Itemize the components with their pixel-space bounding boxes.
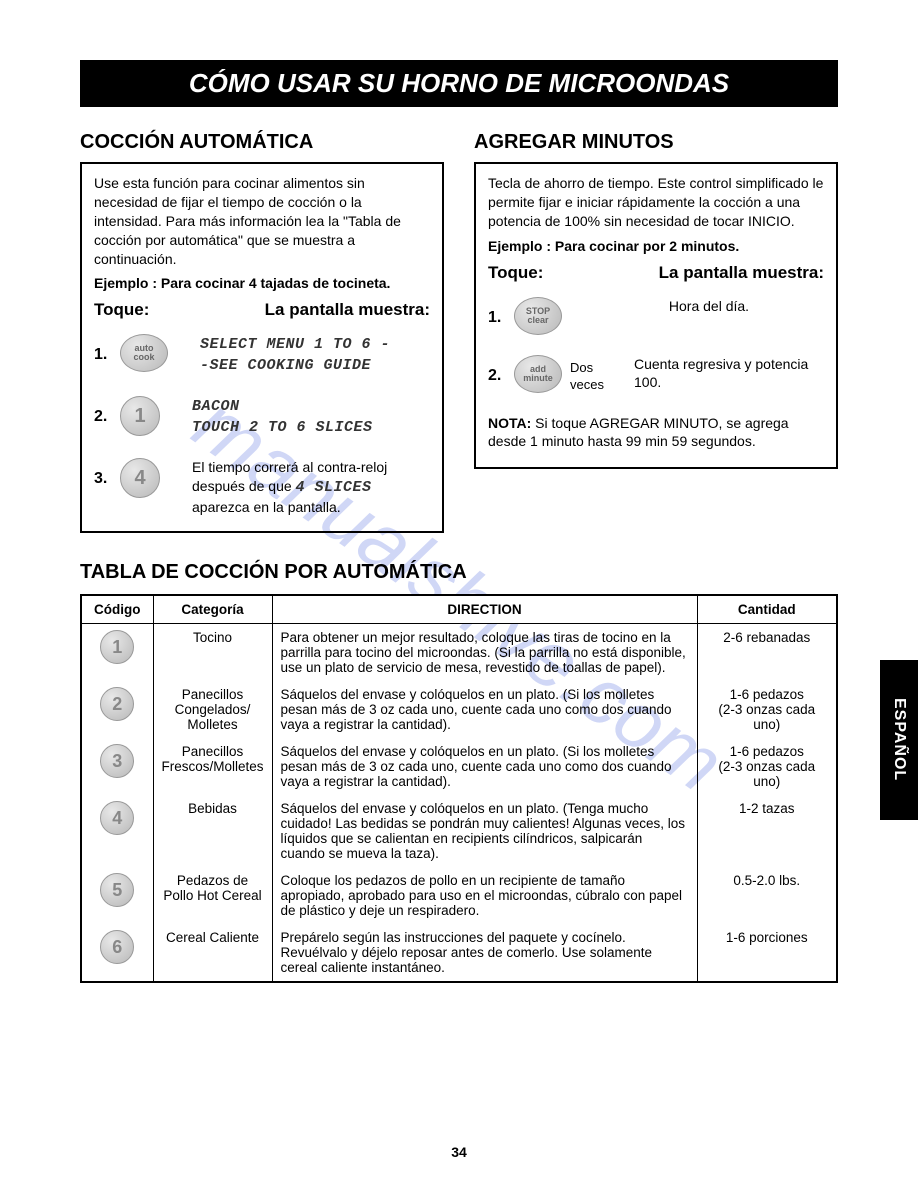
left-section: COCCIÓN AUTOMÁTICA Use esta función para…	[80, 131, 444, 533]
direction-cell: Para obtener un mejor resultado, coloque…	[272, 624, 697, 682]
keypad-1-button[interactable]: 1	[120, 396, 160, 436]
toque-label: Toque:	[488, 262, 543, 285]
code-button-1[interactable]: 1	[100, 630, 134, 664]
quantity-cell: 2-6 rebanadas	[697, 624, 837, 682]
code-button-3[interactable]: 3	[100, 744, 134, 778]
right-heading: AGREGAR MINUTOS	[474, 131, 838, 154]
table-row: 4 BebidasSáquelos del envase y colóquelos…	[81, 795, 837, 867]
left-step-3: 3. 4 El tiempo correrá al contra-reloj d…	[94, 458, 430, 517]
stop-clear-button[interactable]: STOP clear	[514, 297, 562, 335]
right-box: Tecla de ahorro de tiempo. Este control …	[474, 162, 838, 469]
display-text: Hora del día.	[570, 297, 824, 316]
pantalla-label: La pantalla muestra:	[265, 299, 430, 322]
note: NOTA: Si toque AGREGAR MINUTO, se agrega…	[488, 414, 824, 452]
direction-cell: Sáquelos del envase y colóquelos en un p…	[272, 738, 697, 795]
display-text: Cuenta regresiva y potencia 100.	[626, 355, 824, 393]
quantity-cell: 1-6 pedazos (2-3 onzas cada uno)	[697, 681, 837, 738]
category-cell: Tocino	[153, 624, 272, 682]
th-direction: DIRECTION	[272, 595, 697, 624]
keypad-4-button[interactable]: 4	[120, 458, 160, 498]
left-example: Ejemplo : Para cocinar 4 tajadas de toci…	[94, 274, 430, 293]
th-codigo: Código	[81, 595, 153, 624]
category-cell: Pedazos de Pollo Hot Cereal	[153, 867, 272, 924]
auto-cook-button[interactable]: auto cook	[120, 334, 168, 372]
step-number: 2.	[94, 396, 112, 428]
code-button-2[interactable]: 2	[100, 687, 134, 721]
display-text: El tiempo correrá al contra-reloj despué…	[168, 458, 430, 517]
right-step-1: 1. STOP clear Hora del día.	[488, 297, 824, 335]
category-cell: Panecillos Congelados/ Molletes	[153, 681, 272, 738]
cooking-table: Código Categoría DIRECTION Cantidad 1 Toc…	[80, 594, 838, 983]
display-text: BACON TOUCH 2 TO 6 SLICES	[168, 396, 430, 438]
direction-cell: Coloque los pedazos de pollo en un recip…	[272, 867, 697, 924]
table-row: 6 Cereal CalientePrepárelo según las inst…	[81, 924, 837, 982]
quantity-cell: 1-2 tazas	[697, 795, 837, 867]
step-number: 1.	[94, 334, 112, 366]
direction-cell: Sáquelos del envase y colóquelos en un p…	[272, 681, 697, 738]
left-step-1: 1. auto cook SELECT MENU 1 TO 6 - -SEE C…	[94, 334, 430, 376]
left-box: Use esta función para cocinar alimentos …	[80, 162, 444, 533]
display-text: SELECT MENU 1 TO 6 - -SEE COOKING GUIDE	[176, 334, 430, 376]
table-row: 3 Panecillos Frescos/MolletesSáquelos del…	[81, 738, 837, 795]
quantity-cell: 0.5-2.0 lbs.	[697, 867, 837, 924]
quantity-cell: 1-6 porciones	[697, 924, 837, 982]
left-step-2: 2. 1 BACON TOUCH 2 TO 6 SLICES	[94, 396, 430, 438]
page-number: 34	[0, 1144, 918, 1160]
category-cell: Panecillos Frescos/Molletes	[153, 738, 272, 795]
right-step-2: 2. add minute Dos veces Cuenta regresiva…	[488, 355, 824, 394]
language-tab: ESPAÑOL	[880, 660, 918, 820]
pantalla-label: La pantalla muestra:	[659, 262, 824, 285]
code-button-5[interactable]: 5	[100, 873, 134, 907]
direction-cell: Prepárelo según las instrucciones del pa…	[272, 924, 697, 982]
add-minute-button[interactable]: add minute	[514, 355, 562, 393]
th-categoria: Categoría	[153, 595, 272, 624]
page-title: CÓMO USAR SU HORNO DE MICROONDAS	[80, 60, 838, 107]
th-cantidad: Cantidad	[697, 595, 837, 624]
press-count: Dos veces	[570, 355, 618, 394]
quantity-cell: 1-6 pedazos (2-3 onzas cada uno)	[697, 738, 837, 795]
right-example: Ejemplo : Para cocinar por 2 minutos.	[488, 237, 824, 256]
table-heading: TABLA DE COCCIÓN POR AUTOMÁTICA	[80, 561, 838, 584]
step-number: 3.	[94, 458, 112, 490]
category-cell: Bebidas	[153, 795, 272, 867]
direction-cell: Sáquelos del envase y colóquelos en un p…	[272, 795, 697, 867]
table-row: 2 Panecillos Congelados/ MolletesSáquelos…	[81, 681, 837, 738]
right-intro: Tecla de ahorro de tiempo. Este control …	[488, 174, 824, 231]
code-button-6[interactable]: 6	[100, 930, 134, 964]
table-row: 5 Pedazos de Pollo Hot CerealColoque los …	[81, 867, 837, 924]
left-intro: Use esta función para cocinar alimentos …	[94, 174, 430, 268]
step-number: 2.	[488, 355, 506, 387]
table-row: 1 TocinoPara obtener un mejor resultado, …	[81, 624, 837, 682]
toque-label: Toque:	[94, 299, 149, 322]
right-section: AGREGAR MINUTOS Tecla de ahorro de tiemp…	[474, 131, 838, 533]
left-heading: COCCIÓN AUTOMÁTICA	[80, 131, 444, 154]
step-number: 1.	[488, 297, 506, 329]
category-cell: Cereal Caliente	[153, 924, 272, 982]
code-button-4[interactable]: 4	[100, 801, 134, 835]
